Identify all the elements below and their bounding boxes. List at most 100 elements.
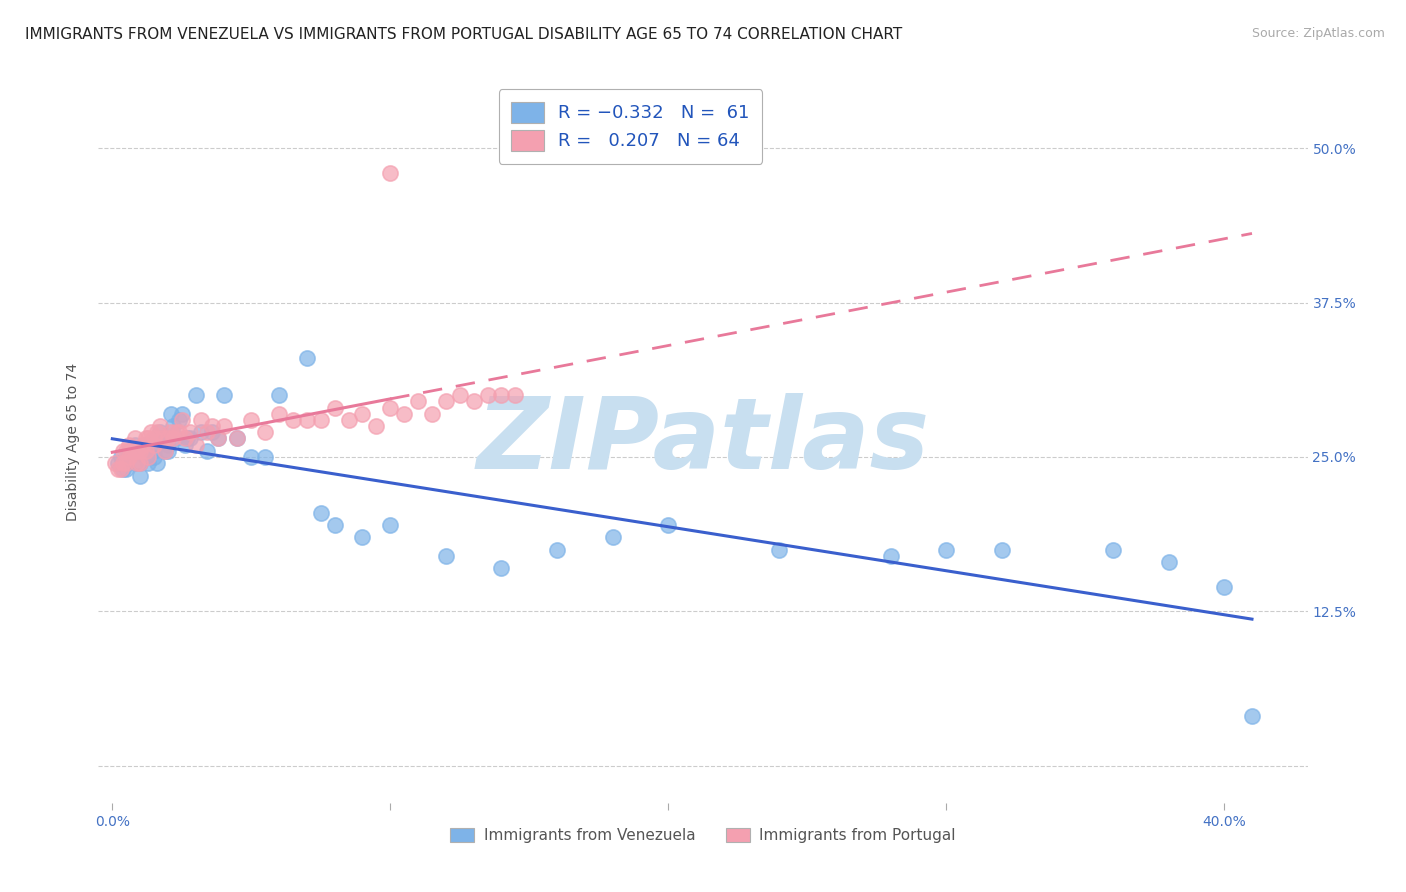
- Point: [107, 462, 129, 476]
- Point: [173, 432, 195, 446]
- Point: [156, 443, 179, 458]
- Point: [124, 432, 146, 446]
- Point: [546, 542, 568, 557]
- Point: [240, 450, 263, 464]
- Point: [124, 437, 146, 451]
- Point: [477, 388, 499, 402]
- Point: [129, 456, 152, 470]
- Point: [148, 425, 170, 440]
- Point: [295, 413, 318, 427]
- Point: [112, 443, 135, 458]
- Point: [138, 432, 160, 446]
- Point: [179, 425, 201, 440]
- Point: [434, 394, 457, 409]
- Point: [173, 437, 195, 451]
- Point: [392, 407, 415, 421]
- Point: [195, 425, 218, 440]
- Point: [112, 462, 135, 476]
- Point: [170, 407, 193, 421]
- Point: [143, 432, 166, 446]
- Point: [124, 443, 146, 458]
- Point: [150, 432, 173, 446]
- Point: [380, 517, 402, 532]
- Legend: Immigrants from Venezuela, Immigrants from Portugal: Immigrants from Venezuela, Immigrants fr…: [444, 822, 962, 849]
- Point: [201, 425, 224, 440]
- Point: [1157, 555, 1180, 569]
- Point: [143, 450, 166, 464]
- Point: [991, 542, 1014, 557]
- Point: [1102, 542, 1125, 557]
- Point: [129, 468, 152, 483]
- Point: [110, 450, 132, 464]
- Point: [207, 432, 229, 446]
- Point: [115, 462, 138, 476]
- Point: [159, 407, 181, 421]
- Point: [127, 443, 149, 458]
- Point: [118, 437, 141, 451]
- Point: [602, 530, 624, 544]
- Point: [366, 419, 388, 434]
- Point: [165, 425, 187, 440]
- Point: [141, 425, 163, 440]
- Point: [269, 388, 291, 402]
- Point: [159, 425, 181, 440]
- Point: [463, 394, 485, 409]
- Point: [110, 462, 132, 476]
- Point: [380, 401, 402, 415]
- Point: [505, 388, 527, 402]
- Point: [146, 456, 169, 470]
- Point: [138, 456, 160, 470]
- Point: [156, 432, 179, 446]
- Point: [167, 425, 190, 440]
- Point: [170, 413, 193, 427]
- Point: [212, 419, 235, 434]
- Point: [150, 432, 173, 446]
- Point: [127, 456, 149, 470]
- Point: [135, 432, 157, 446]
- Point: [132, 443, 155, 458]
- Point: [491, 388, 513, 402]
- Point: [104, 456, 127, 470]
- Point: [240, 413, 263, 427]
- Point: [190, 425, 212, 440]
- Point: [212, 388, 235, 402]
- Y-axis label: Disability Age 65 to 74: Disability Age 65 to 74: [66, 362, 80, 521]
- Point: [143, 437, 166, 451]
- Point: [165, 432, 187, 446]
- Point: [184, 388, 207, 402]
- Point: [167, 413, 190, 427]
- Point: [434, 549, 457, 563]
- Point: [162, 432, 184, 446]
- Point: [129, 443, 152, 458]
- Text: Source: ZipAtlas.com: Source: ZipAtlas.com: [1251, 27, 1385, 40]
- Point: [254, 425, 277, 440]
- Point: [135, 443, 157, 458]
- Point: [135, 437, 157, 451]
- Text: IMMIGRANTS FROM VENEZUELA VS IMMIGRANTS FROM PORTUGAL DISABILITY AGE 65 TO 74 CO: IMMIGRANTS FROM VENEZUELA VS IMMIGRANTS …: [25, 27, 903, 42]
- Point: [115, 443, 138, 458]
- Point: [269, 407, 291, 421]
- Point: [129, 456, 152, 470]
- Point: [179, 432, 201, 446]
- Point: [1240, 709, 1263, 723]
- Point: [935, 542, 957, 557]
- Point: [195, 443, 218, 458]
- Point: [176, 432, 198, 446]
- Point: [352, 407, 374, 421]
- Point: [201, 419, 224, 434]
- Point: [153, 443, 176, 458]
- Point: [380, 166, 402, 180]
- Point: [115, 456, 138, 470]
- Point: [184, 437, 207, 451]
- Point: [162, 419, 184, 434]
- Point: [226, 432, 249, 446]
- Point: [1213, 580, 1236, 594]
- Point: [657, 517, 679, 532]
- Point: [323, 517, 346, 532]
- Point: [491, 561, 513, 575]
- Point: [138, 450, 160, 464]
- Point: [449, 388, 471, 402]
- Point: [190, 413, 212, 427]
- Point: [127, 443, 149, 458]
- Point: [254, 450, 277, 464]
